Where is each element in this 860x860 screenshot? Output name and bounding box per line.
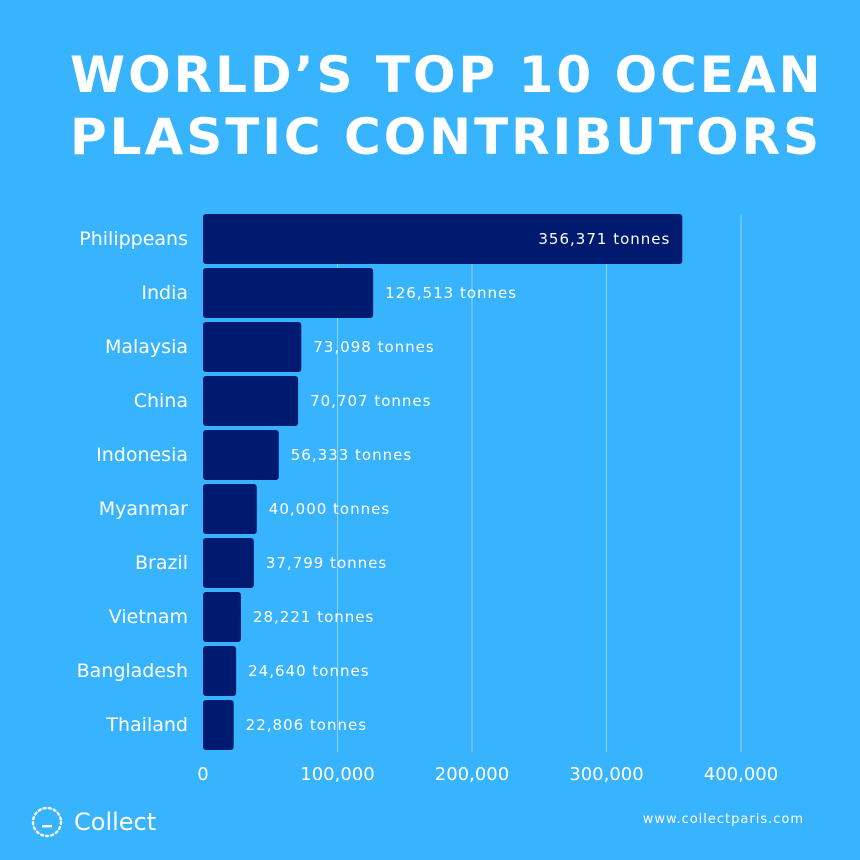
data-label: 56,333 tonnes xyxy=(291,446,412,464)
bar xyxy=(203,430,279,480)
x-tick-label: 0 xyxy=(197,764,208,785)
bar xyxy=(203,538,254,588)
data-label: 356,371 tonnes xyxy=(538,230,670,248)
bar xyxy=(203,268,374,318)
data-label: 24,640 tonnes xyxy=(248,662,369,680)
x-tick-label: 200,000 xyxy=(435,764,509,785)
bar xyxy=(203,376,299,426)
x-tick-label: 300,000 xyxy=(569,764,643,785)
bar xyxy=(203,322,302,372)
chart-title-line-2: PLASTIC CONTRIBUTORS xyxy=(70,108,823,166)
category-label: Myanmar xyxy=(99,498,188,520)
data-label: 37,799 tonnes xyxy=(266,554,387,572)
x-tick-label: 100,000 xyxy=(300,764,374,785)
category-label: Thailand xyxy=(105,714,188,736)
x-tick-label: 400,000 xyxy=(704,764,778,785)
data-label: 73,098 tonnes xyxy=(313,338,434,356)
category-label: Vietnam xyxy=(109,606,188,628)
data-label: 22,806 tonnes xyxy=(246,716,367,734)
bar xyxy=(203,700,234,750)
category-label: China xyxy=(134,390,188,412)
data-label: 126,513 tonnes xyxy=(385,284,517,302)
bar xyxy=(203,646,237,696)
brand-name: Collect xyxy=(74,808,157,836)
category-label: Malaysia xyxy=(105,336,188,358)
category-label: Philippeans xyxy=(79,228,188,250)
category-label: Bangladesh xyxy=(77,660,188,682)
category-label: Indonesia xyxy=(96,444,188,466)
chart-title-line-1: WORLD’S TOP 10 OCEAN xyxy=(70,46,824,104)
collect-logo: Collect xyxy=(30,804,156,840)
chart-title: WORLD’S TOP 10 OCEAN PLASTIC CONTRIBUTOR… xyxy=(70,44,830,168)
data-label: 40,000 tonnes xyxy=(269,500,390,518)
data-label: 70,707 tonnes xyxy=(310,392,431,410)
bar xyxy=(203,214,683,264)
bar xyxy=(203,484,257,534)
data-label: 28,221 tonnes xyxy=(253,608,374,626)
dotted-circle-logo-icon xyxy=(31,806,63,838)
website-url: www.collectparis.com xyxy=(642,812,804,827)
bar xyxy=(203,592,241,642)
category-label: India xyxy=(141,282,188,304)
category-label: Brazil xyxy=(135,552,188,574)
